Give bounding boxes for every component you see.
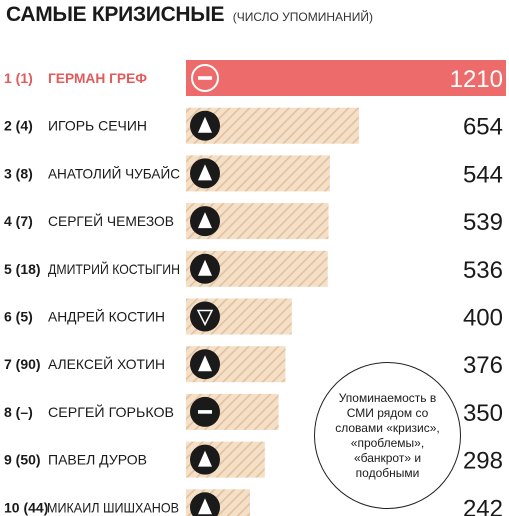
value-label: 544 bbox=[463, 161, 503, 188]
bar-row: 2 (4) ИГОРЬ СЕЧИН 654 bbox=[4, 107, 503, 144]
value-label: 400 bbox=[463, 305, 503, 332]
bar-row: 7 (90) АЛЕКСЕЙ ХОТИН 376 bbox=[4, 346, 503, 383]
rank-label: 1 (1) bbox=[4, 70, 33, 86]
rank-label: 6 (5) bbox=[4, 309, 33, 325]
value-label: 376 bbox=[463, 352, 503, 379]
bar-row: 5 (18) ДМИТРИЙ КОСТЫГИН 536 bbox=[4, 250, 503, 287]
value-label: 298 bbox=[463, 448, 503, 475]
name-label: ДМИТРИЙ КОСТЫГИН bbox=[48, 260, 180, 277]
rank-label: 7 (90) bbox=[4, 356, 41, 372]
trend-up-icon bbox=[190, 110, 220, 141]
bar-row: 3 (8) АНАТОЛИЙ ЧУБАЙС 544 bbox=[4, 155, 503, 192]
rank-label: 4 (7) bbox=[4, 213, 33, 229]
note-text: Упоминаемость в СМИ рядом со словами «кр… bbox=[335, 390, 440, 480]
value-label: 539 bbox=[463, 209, 503, 236]
trend-up-icon bbox=[190, 492, 220, 516]
value-label: 242 bbox=[463, 495, 503, 516]
trend-flat-icon bbox=[191, 64, 219, 92]
rank-label: 9 (50) bbox=[4, 452, 41, 468]
rank-label: 8 (–) bbox=[4, 404, 33, 420]
trend-up-icon bbox=[190, 158, 220, 189]
bar-row: 1 (1) ГЕРМАН ГРЕФ 1210 bbox=[4, 60, 506, 96]
rank-label: 5 (18) bbox=[4, 261, 41, 277]
value-label: 350 bbox=[463, 400, 503, 427]
bar-row: 6 (5) АНДРЕЙ КОСТИН 400 bbox=[4, 298, 503, 335]
name-label: АЛЕКСЕЙ ХОТИН bbox=[48, 355, 165, 372]
bar-row: 4 (7) СЕРГЕЙ ЧЕМЕЗОВ 539 bbox=[4, 203, 503, 240]
trend-down-icon bbox=[190, 301, 220, 332]
name-label: ГЕРМАН ГРЕФ bbox=[48, 70, 147, 86]
value-label: 536 bbox=[463, 257, 503, 284]
chart-title-sub: (ЧИСЛО УПОМИНАНИЙ) bbox=[232, 10, 373, 24]
name-label: АНДРЕЙ КОСТИН bbox=[48, 308, 165, 325]
name-label: ПАВЕЛ ДУРОВ bbox=[48, 452, 147, 468]
chart-title-main: САМЫЕ КРИЗИСНЫЕ bbox=[6, 3, 225, 26]
rank-label: 10 (44) bbox=[4, 499, 48, 515]
name-label: АНАТОЛИЙ ЧУБАЙС bbox=[48, 164, 180, 181]
trend-up-icon bbox=[190, 253, 220, 284]
bar-row: 10 (44)МИКАИЛ ШИШХАНОВ 242 bbox=[4, 489, 503, 516]
rank-label: 2 (4) bbox=[4, 118, 33, 134]
value-label: 654 bbox=[463, 114, 503, 141]
trend-up-icon bbox=[190, 349, 220, 380]
trend-up-icon bbox=[190, 206, 220, 237]
note-circle: Упоминаемость в СМИ рядом со словами «кр… bbox=[314, 362, 461, 509]
name-label: СЕРГЕЙ ЧЕМЕЗОВ bbox=[48, 212, 174, 229]
bar-row: 9 (50) ПАВЕЛ ДУРОВ 298 bbox=[4, 441, 503, 478]
name-label: СЕРГЕЙ ГОРЬКОВ bbox=[48, 403, 174, 420]
name-label: ИГОРЬ СЕЧИН bbox=[48, 118, 147, 134]
rank-label: 3 (8) bbox=[4, 165, 33, 181]
bar-row: 8 (–) СЕРГЕЙ ГОРЬКОВ 350 bbox=[4, 393, 503, 430]
name-label: МИКАИЛ ШИШХАНОВ bbox=[47, 499, 179, 515]
bar bbox=[186, 60, 506, 96]
value-label: 1210 bbox=[450, 66, 503, 93]
trend-up-icon bbox=[190, 444, 220, 475]
trend-new-icon bbox=[190, 396, 220, 427]
chart-title: САМЫЕ КРИЗИСНЫЕ (ЧИСЛО УПОМИНАНИЙ) bbox=[6, 3, 373, 27]
